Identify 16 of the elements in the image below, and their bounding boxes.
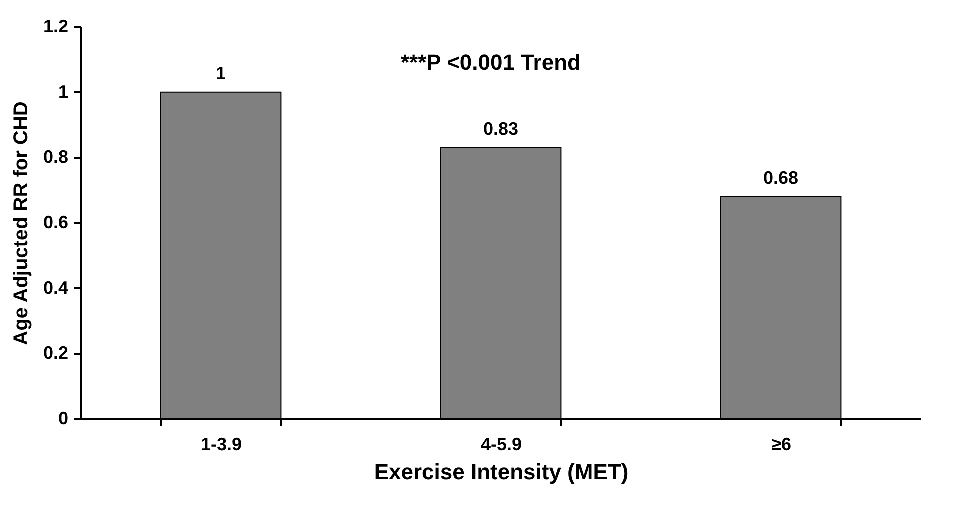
y-tick-label: 0.6 [43, 212, 68, 232]
data-label: 0.68 [763, 168, 799, 188]
y-axis-title: Age Adjucted RR for CHD [10, 102, 32, 346]
y-tick-label: 0 [58, 408, 68, 428]
data-label: 0.83 [483, 118, 519, 139]
y-tick-label: 0.2 [43, 343, 68, 364]
y-tick-label: 0.8 [43, 147, 68, 168]
y-tick-label: 1.2 [43, 16, 68, 36]
x-tick-label: 1-3.9 [200, 434, 242, 454]
x-tick-label: 4-5.9 [480, 434, 522, 454]
x-tick-label: ≥6 [772, 434, 792, 454]
x-axis-title: Exercise Intensity (MET) [374, 460, 629, 484]
y-tick-label: 1 [58, 82, 68, 102]
y-tick-label: 0.4 [43, 278, 68, 298]
annotation: ***P <0.001 Trend [401, 50, 581, 75]
data-label: 1 [216, 63, 226, 84]
